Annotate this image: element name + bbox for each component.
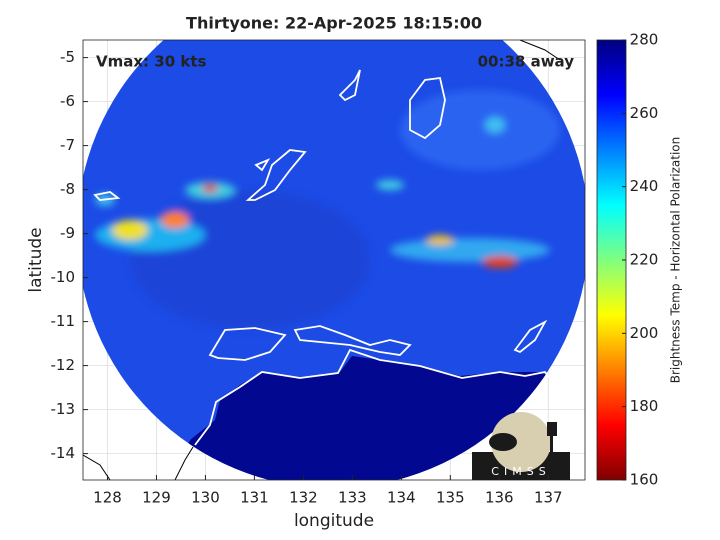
y-tick-label: -7 <box>60 136 75 154</box>
outer-coast <box>83 40 561 480</box>
x-tick-label: 134 <box>387 489 416 507</box>
y-tick-label: -6 <box>60 92 75 110</box>
colorbar-label: Brightness Temp - Horizontal Polarizatio… <box>669 137 683 384</box>
colorbar-tick-label: 200 <box>630 324 659 342</box>
x-tick-label: 137 <box>534 489 563 507</box>
colorbar-tick-label: 260 <box>630 104 659 122</box>
colorbar <box>596 39 627 481</box>
features <box>95 90 560 330</box>
y-tick-label: -5 <box>60 48 75 66</box>
y-tick-label: -11 <box>51 312 76 330</box>
coastline <box>93 69 556 446</box>
logo-text: CIMSS <box>491 465 550 478</box>
y-tick-label: -12 <box>51 356 76 374</box>
x-tick-label: 135 <box>436 489 465 507</box>
y-tick-label: -8 <box>60 180 75 198</box>
logo: CIMSS <box>472 412 570 480</box>
x-axis-label: longitude <box>294 511 374 531</box>
colorbar-tick-label: 220 <box>630 251 659 269</box>
chart-title: Thirtyone: 22-Apr-2025 18:15:00 <box>186 14 482 33</box>
y-tick-label: -9 <box>60 224 75 242</box>
y-tick-label: -13 <box>51 400 76 418</box>
x-tick-label: 131 <box>240 489 269 507</box>
colorbar-tick-label: 180 <box>630 397 659 415</box>
annotation: 00:38 away <box>478 53 575 71</box>
x-tick-label: 130 <box>191 489 220 507</box>
x-tick-label: 132 <box>289 489 318 507</box>
y-axis-label: latitude <box>26 227 46 292</box>
x-tick-label: 128 <box>93 489 122 507</box>
y-tick-label: -10 <box>51 268 76 286</box>
colorbar-tick-label: 160 <box>630 471 659 489</box>
colorbar-tick-label: 280 <box>630 31 659 49</box>
plot-frame <box>82 39 586 481</box>
colorbar-tick-label: 240 <box>630 177 659 195</box>
x-tick-label: 133 <box>338 489 367 507</box>
y-tick-label: -14 <box>51 444 76 462</box>
x-tick-label: 136 <box>485 489 514 507</box>
annotation: Vmax: 30 kts <box>96 53 206 71</box>
x-tick-label: 129 <box>142 489 171 507</box>
